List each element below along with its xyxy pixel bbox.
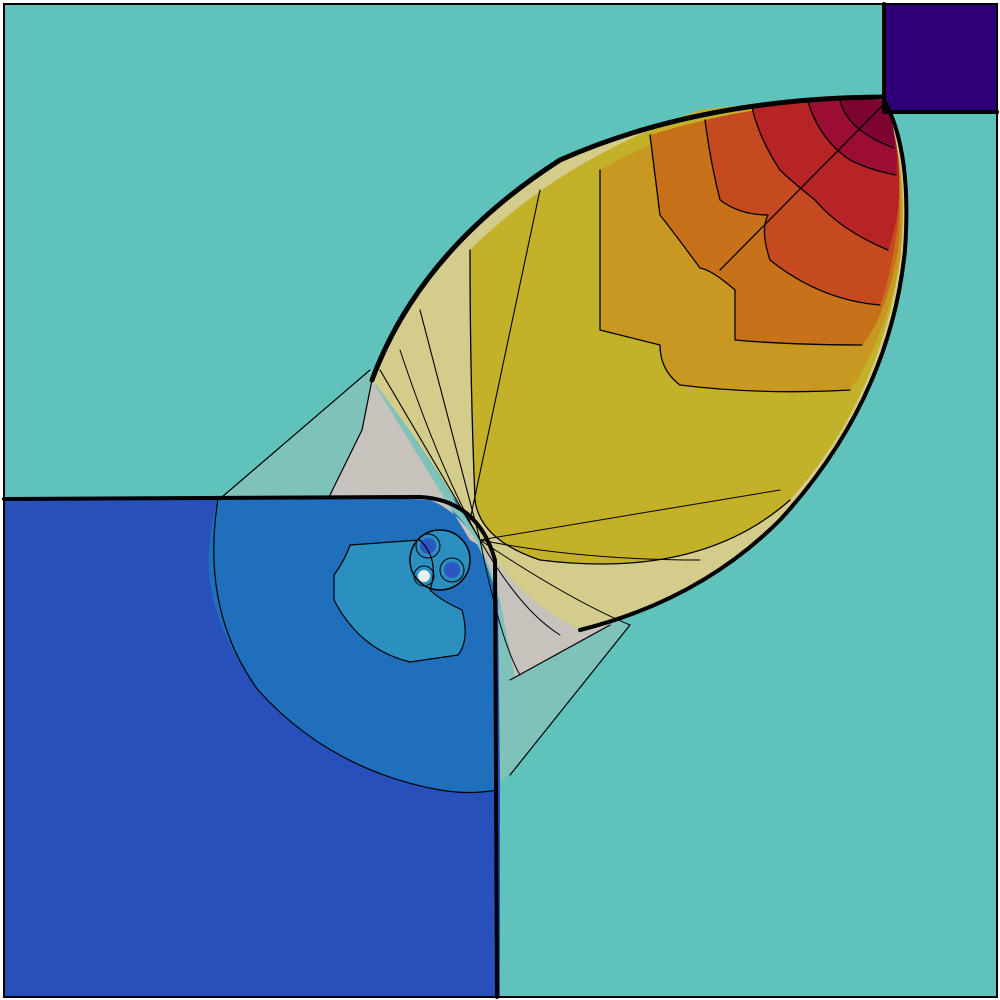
plume-darkest xyxy=(840,99,895,148)
fan-region-light xyxy=(222,370,630,780)
domain-frame xyxy=(3,3,998,998)
vortex-core-3 xyxy=(418,570,430,582)
vortex-core-1 xyxy=(420,538,436,554)
vortex-core-2 xyxy=(444,562,460,578)
top-right-quadrant xyxy=(884,4,997,112)
